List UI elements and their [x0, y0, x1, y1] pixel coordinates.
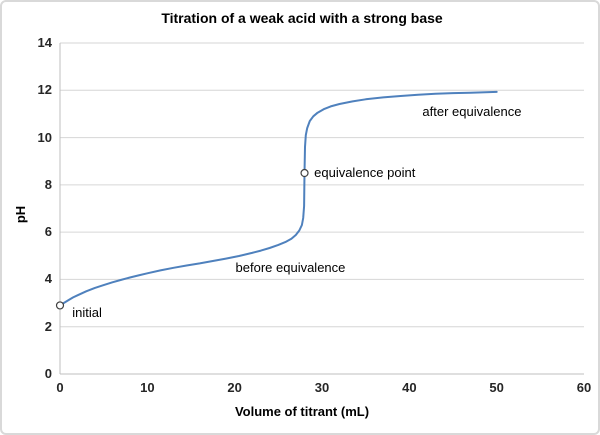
y-tick-label-8: 8: [44, 176, 52, 192]
x-axis-title: Volume of titrant (mL): [234, 404, 370, 419]
annotation-equivalence-point: equivalence point: [314, 164, 416, 180]
x-tick-label-50: 50: [489, 380, 504, 395]
x-tick-label-30: 30: [314, 380, 330, 395]
annotation-before-equivalence: before equivalence: [235, 259, 346, 275]
chart-title: Titration of a weak acid with a strong b…: [161, 10, 443, 26]
annotation-after-equivalence: after equivalence: [422, 103, 522, 119]
annotation-initial: initial: [72, 304, 102, 320]
y-tick-label-2: 2: [44, 318, 52, 334]
marker-initial: [55, 301, 65, 310]
x-tick-label-40: 40: [402, 380, 417, 395]
x-tick-label-60: 60: [576, 380, 592, 395]
y-tick-label-10: 10: [37, 129, 52, 145]
y-tick-label-0: 0: [44, 366, 52, 381]
y-tick-label-12: 12: [37, 82, 52, 98]
marker-equivalence-point: [300, 168, 309, 178]
x-tick-label-0: 0: [56, 380, 64, 395]
titration-curve: [59, 90, 498, 307]
y-tick-label-14: 14: [37, 35, 52, 50]
y-tick-label-4: 4: [44, 271, 52, 287]
y-tick-label-6: 6: [44, 224, 52, 240]
x-tick-label-20: 20: [227, 380, 242, 395]
x-tick-label-10: 10: [140, 380, 155, 395]
